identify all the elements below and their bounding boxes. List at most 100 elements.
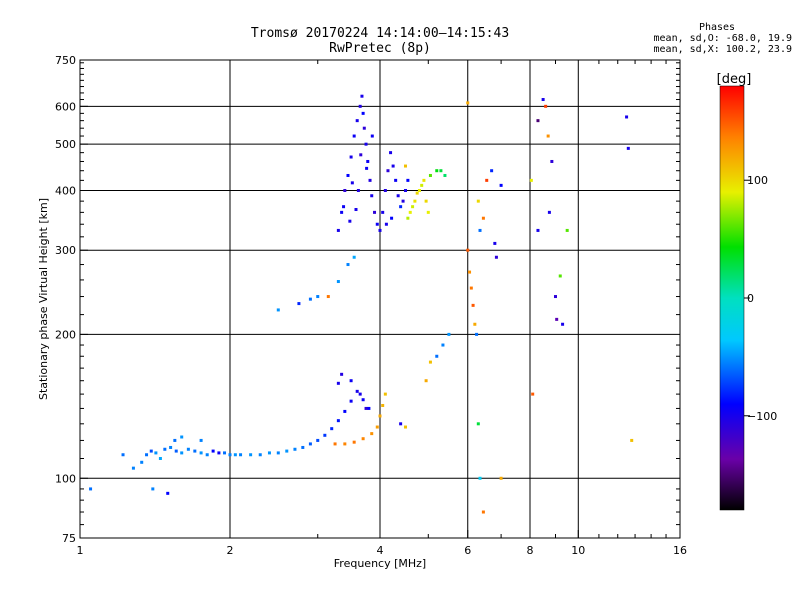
data-point [151,487,155,491]
data-point [233,453,237,457]
data-point [276,308,280,312]
data-point [301,445,305,449]
x-tick-label: 4 [377,544,384,557]
data-point [420,183,424,187]
data-point [180,451,184,455]
data-point [323,433,327,437]
y-tick-label: 300 [55,244,76,257]
data-point [394,178,398,182]
data-point [499,476,503,480]
data-point [478,476,482,480]
data-point [399,205,403,209]
data-point [428,360,432,364]
data-point [359,153,363,157]
data-point [370,194,374,198]
x-tick-label: 10 [571,544,585,557]
data-point [475,332,479,336]
data-point [336,228,340,232]
phase-heading: Phases [698,22,736,33]
data-point [346,263,350,267]
data-point [466,248,470,252]
data-point [166,491,170,495]
data-point [174,449,178,453]
y-tick-label: 750 [55,54,76,67]
data-point [378,414,382,418]
data-point [413,199,417,203]
data-point [499,183,503,187]
data-point [140,460,144,464]
data-point [381,210,385,214]
data-point [368,178,372,182]
data-point [370,134,374,138]
data-point [297,302,301,306]
data-point [89,487,93,491]
data-point [485,178,489,182]
data-point [355,389,359,393]
phase-o-stats: mean, sd,O: -68.0, 19.9 [653,33,792,44]
data-point [336,419,340,423]
data-point [428,173,432,177]
data-point [626,146,630,150]
data-point [336,381,340,385]
colorbar-unit-label: [deg] [717,72,752,87]
data-point [276,451,280,455]
data-point [403,425,407,429]
data-point [481,510,485,514]
data-point [493,241,497,245]
data-point [343,188,347,192]
data-point [163,447,167,451]
data-point [396,194,400,198]
data-point [349,379,353,383]
data-point [373,210,377,214]
data-point [447,332,451,336]
data-point [378,228,382,232]
y-tick-label: 400 [55,184,76,197]
y-tick-label: 500 [55,138,76,151]
data-point [358,104,362,108]
data-point [205,453,209,457]
data-point [386,169,390,173]
data-point [340,210,344,214]
data-point [326,295,330,299]
data-point [494,255,498,259]
data-point [536,119,540,123]
y-tick-label: 100 [55,472,76,485]
data-point [349,155,353,159]
data-point [180,435,184,439]
data-point [403,164,407,168]
data-point [346,173,350,177]
data-point [406,216,410,220]
data-point [550,159,554,163]
x-tick-label: 2 [227,544,234,557]
x-tick-label: 6 [464,544,471,557]
data-point [481,216,485,220]
data-point [352,255,356,259]
data-point [366,159,370,163]
x-tick-label: 16 [673,544,687,557]
data-point [348,219,352,223]
y-axis-ticks: 75 100 200 300 400 500 600 750 [55,54,680,545]
data-point [367,406,371,410]
data-point [145,453,149,457]
data-point [565,228,569,232]
data-point [186,447,190,451]
phase-statistics: Phases mean, sd,O: -68.0, 19.9 mean, sd,… [602,22,792,55]
data-point [415,191,419,195]
data-point [308,297,312,301]
data-point [121,453,125,457]
data-point [403,188,407,192]
data-point [544,104,548,108]
data-point [439,169,443,173]
colorbar [719,85,745,511]
data-point [169,445,173,449]
data-point [211,449,215,453]
data-point [223,451,227,455]
data-point [375,222,379,226]
data-point [478,228,482,232]
data-point [249,453,253,457]
data-point [531,392,535,396]
data-point [424,379,428,383]
data-point [424,199,428,203]
data-point [352,440,356,444]
